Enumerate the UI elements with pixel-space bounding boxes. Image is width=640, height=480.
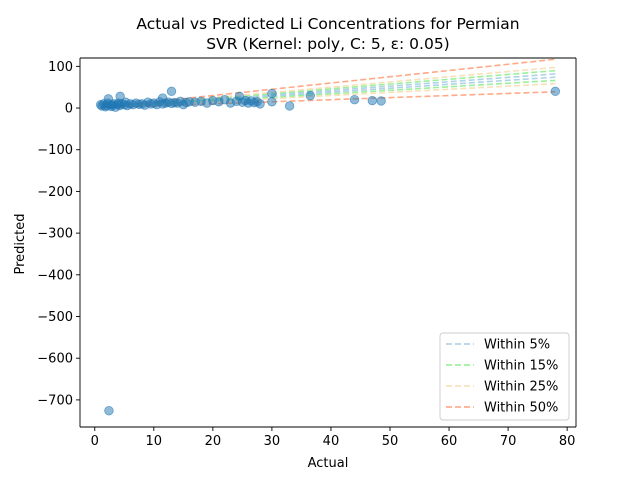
x-tick-label: 0 [91, 434, 99, 449]
legend-label: Within 15% [484, 359, 558, 374]
data-point [267, 88, 277, 99]
y-tick-label: 100 [48, 60, 73, 75]
data-point [284, 101, 295, 111]
y-tick-label: −400 [37, 268, 73, 283]
data-point [550, 86, 561, 97]
y-tick-label: −100 [37, 143, 73, 158]
x-tick-label: 40 [323, 434, 340, 449]
data-point [103, 94, 114, 104]
axes-layer: 0 10 20 30 40 50 60 70 80 100 0 −100 −200 −300 −400 −50… [37, 57, 577, 449]
x-axis-label: Actual [308, 456, 349, 471]
y-tick-label: −500 [37, 310, 73, 325]
y-tick-label: −600 [37, 352, 73, 367]
y-axis-label: Predicted [13, 213, 28, 274]
y-tick-label: −200 [37, 185, 73, 200]
chart-subtitle: SVR (Kernel: poly, C: 5, ε: 0.05) [206, 35, 449, 53]
x-tick-label: 50 [382, 434, 399, 449]
legend: Within 5% Within 15% Within 25% Within 50% [439, 332, 570, 421]
x-tick-label: 30 [264, 434, 281, 449]
data-point [166, 86, 177, 97]
legend-label: Within 5% [484, 338, 550, 353]
data-point [376, 96, 386, 106]
data-point [234, 91, 245, 102]
data-point [157, 93, 168, 103]
legend-box [439, 332, 570, 421]
y-tick-label: 0 [65, 102, 73, 117]
x-tick-label: 10 [146, 434, 163, 449]
x-tick-label: 60 [441, 434, 458, 449]
y-tick-label: −300 [37, 227, 73, 242]
legend-label: Within 25% [484, 380, 558, 395]
data-point [349, 94, 360, 105]
x-tick-label: 20 [205, 434, 222, 449]
data-point [255, 99, 265, 109]
data-point [305, 90, 315, 101]
x-tick-label: 80 [559, 434, 576, 449]
points-layer [95, 86, 561, 416]
chart-title: Actual vs Predicted Li Concentrations fo… [136, 15, 519, 33]
data-point [115, 91, 125, 102]
x-tick-label: 70 [500, 434, 517, 449]
data-point [267, 97, 277, 107]
data-point [367, 95, 377, 106]
y-tick-label: −700 [37, 393, 73, 408]
legend-label: Within 50% [484, 401, 558, 416]
data-point [104, 406, 114, 416]
